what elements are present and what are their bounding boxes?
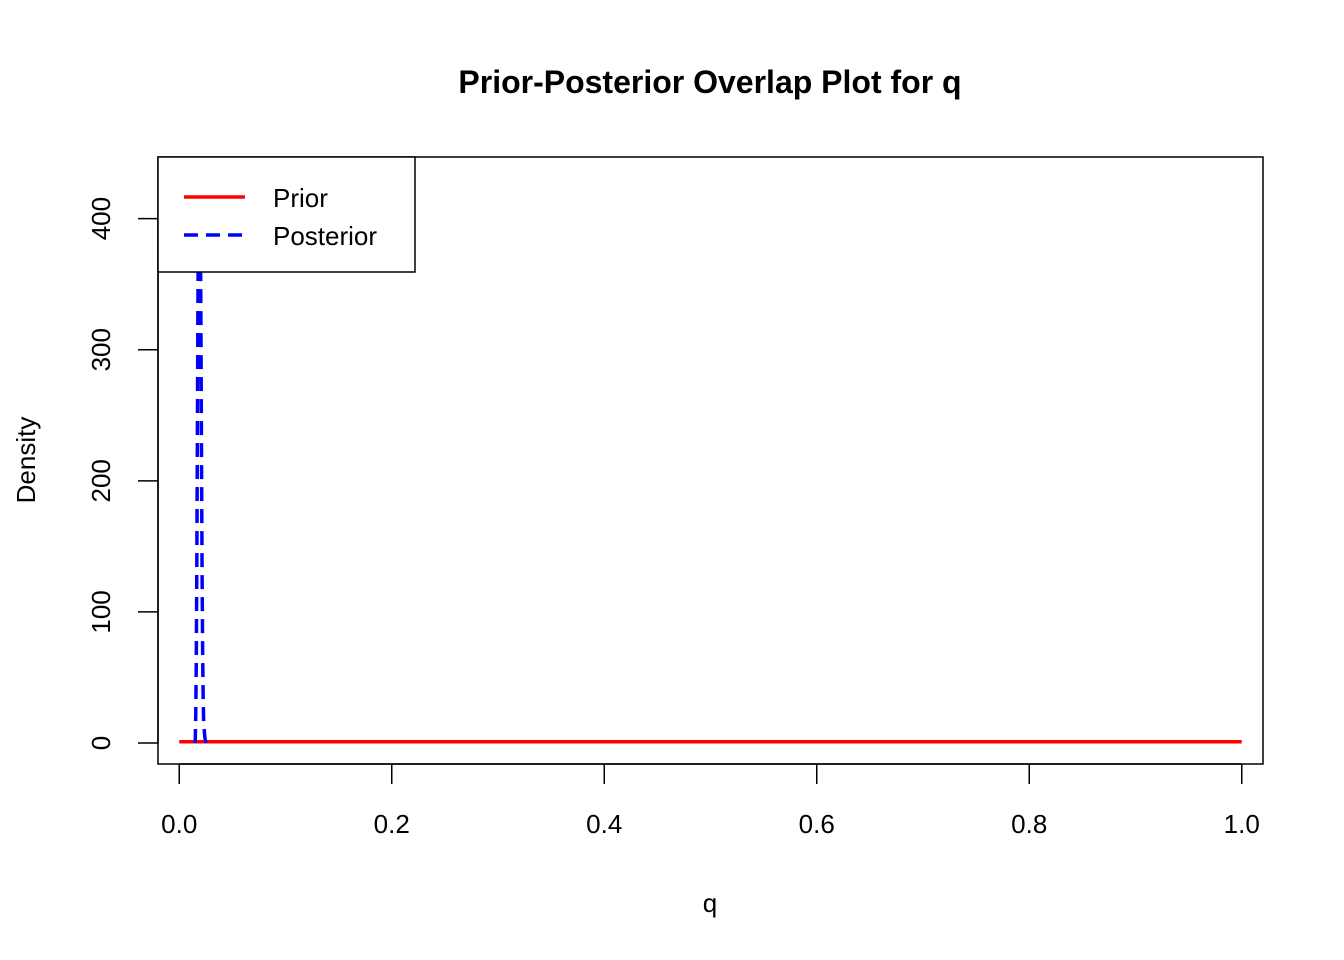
x-tick-label: 1.0 — [1224, 809, 1260, 839]
x-axis: 0.0 0.2 0.4 0.6 0.8 1.0 — [161, 763, 1260, 839]
legend-label-prior: Prior — [273, 183, 328, 213]
y-axis-label: Density — [11, 417, 41, 504]
x-tick-label: 0.4 — [586, 809, 622, 839]
chart-title: Prior-Posterior Overlap Plot for q — [458, 64, 961, 100]
y-tick-label: 0 — [86, 736, 116, 750]
legend-box — [157, 156, 416, 273]
y-axis: 0 100 200 300 400 — [86, 197, 159, 750]
y-tick-label: 400 — [86, 197, 116, 240]
x-tick-label: 0.2 — [374, 809, 410, 839]
legend: Prior Posterior — [157, 156, 416, 273]
legend-label-posterior: Posterior — [273, 221, 377, 251]
y-tick-label: 300 — [86, 328, 116, 371]
x-tick-label: 0.8 — [1011, 809, 1047, 839]
x-tick-label: 0.6 — [799, 809, 835, 839]
x-axis-label: q — [703, 888, 717, 918]
x-tick-label: 0.0 — [161, 809, 197, 839]
y-tick-label: 100 — [86, 590, 116, 633]
y-tick-label: 200 — [86, 459, 116, 502]
